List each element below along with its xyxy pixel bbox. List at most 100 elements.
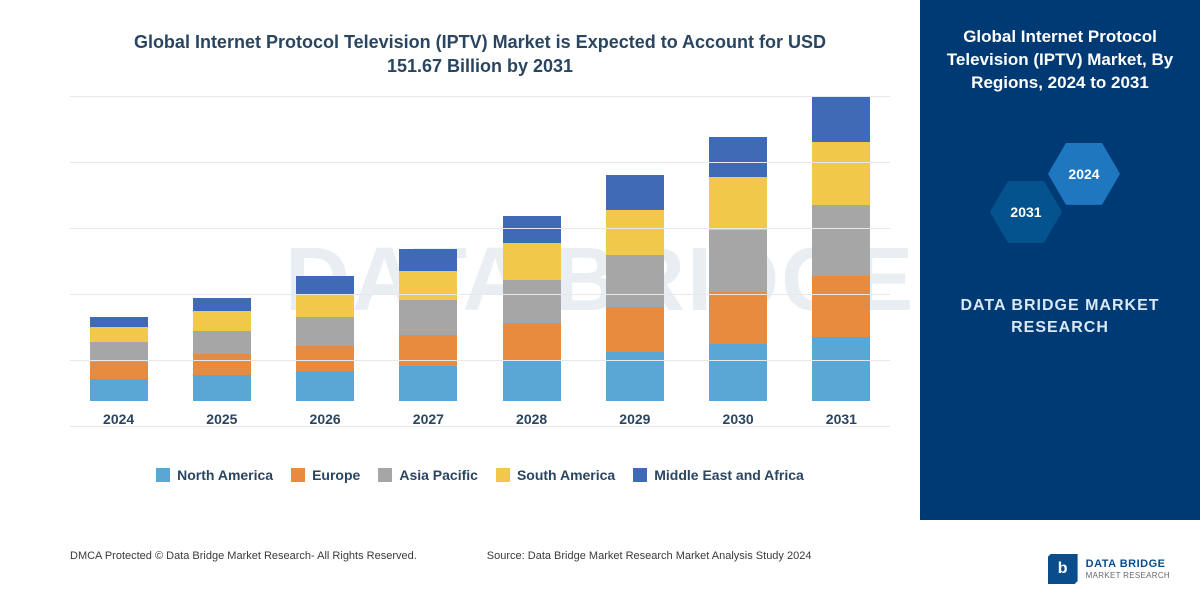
bar-segment — [399, 249, 457, 270]
bar-stack — [709, 137, 767, 401]
legend-item: South America — [496, 467, 615, 483]
bar-stack — [296, 276, 354, 400]
bar-segment — [709, 137, 767, 178]
bar-column: 2031 — [803, 97, 880, 427]
bar-segment — [503, 360, 561, 401]
bar-segment — [812, 276, 870, 336]
bar-segment — [296, 371, 354, 400]
bar-column: 2028 — [493, 97, 570, 427]
legend-swatch — [496, 468, 510, 482]
brand-logo-text: DATA BRIDGE MARKET RESEARCH — [1086, 558, 1170, 579]
legend-swatch — [291, 468, 305, 482]
chart-title: Global Internet Protocol Television (IPT… — [50, 30, 910, 79]
bar-segment — [193, 331, 251, 354]
footer-dmca: DMCA Protected © Data Bridge Market Rese… — [70, 550, 417, 562]
bar-segment — [399, 366, 457, 401]
bar-segment — [193, 311, 251, 330]
x-axis-label: 2031 — [826, 411, 857, 427]
bar-segment — [399, 300, 457, 335]
hex-year-back: 2031 — [990, 181, 1062, 243]
bar-segment — [90, 327, 148, 343]
bar-segment — [399, 271, 457, 300]
legend-label: Asia Pacific — [399, 467, 478, 483]
sidebar-brand: DATA BRIDGE MARKET RESEARCH — [938, 295, 1182, 340]
chart-legend: North America Europe Asia Pacific South Ame… — [50, 467, 910, 483]
page-root: DATA BRIDGE Global Internet Protocol Tel… — [0, 0, 1200, 600]
bar-segment — [709, 230, 767, 292]
x-axis-label: 2024 — [103, 411, 134, 427]
bar-segment — [709, 292, 767, 344]
bar-segment — [503, 216, 561, 243]
bar-segment — [606, 352, 664, 401]
brand-logo-mark: b — [1048, 554, 1078, 584]
bar-segment — [812, 96, 870, 143]
sidebar-panel: Global Internet Protocol Television (IPT… — [920, 0, 1200, 520]
bar-segment — [193, 375, 251, 400]
bar-segment — [90, 317, 148, 327]
footer-bar: DMCA Protected © Data Bridge Market Rese… — [0, 530, 1200, 600]
brand-logo-name: DATA BRIDGE — [1086, 558, 1170, 570]
legend-item: Europe — [291, 467, 360, 483]
bar-segment — [193, 298, 251, 312]
x-axis-label: 2027 — [413, 411, 444, 427]
footer-source: Source: Data Bridge Market Research Mark… — [487, 550, 812, 562]
hex-year-front: 2024 — [1048, 143, 1120, 205]
bar-stack — [812, 96, 870, 401]
bar-column: 2024 — [80, 97, 157, 427]
bar-segment — [90, 342, 148, 361]
legend-label: North America — [177, 467, 273, 483]
x-axis-label: 2026 — [310, 411, 341, 427]
legend-item: North America — [156, 467, 273, 483]
bar-stack — [399, 249, 457, 400]
x-axis-label: 2028 — [516, 411, 547, 427]
legend-label: Middle East and Africa — [654, 467, 804, 483]
bar-stack — [90, 317, 148, 400]
legend-swatch — [378, 468, 392, 482]
bar-plot: 2024 2025 2026 2027 2028 2029 2030 2031 — [70, 97, 890, 457]
bar-segment — [399, 335, 457, 366]
bar-segment — [296, 276, 354, 293]
bar-segment — [503, 280, 561, 323]
legend-label: South America — [517, 467, 615, 483]
sidebar-brand-line1: DATA BRIDGE MARKET — [960, 297, 1159, 314]
bar-stack — [606, 175, 664, 400]
bar-stack — [193, 298, 251, 401]
hex-badges: 2031 2024 — [980, 125, 1140, 265]
bar-column: 2029 — [596, 97, 673, 427]
bar-segment — [90, 362, 148, 379]
bar-column: 2027 — [390, 97, 467, 427]
bar-segment — [709, 177, 767, 229]
legend-label: Europe — [312, 467, 360, 483]
bar-column: 2026 — [287, 97, 364, 427]
sidebar-brand-line2: RESEARCH — [1011, 319, 1109, 336]
bar-segment — [606, 175, 664, 210]
bar-segment — [812, 142, 870, 204]
bar-segment — [296, 346, 354, 371]
bar-segment — [812, 337, 870, 401]
brand-logo-sub: MARKET RESEARCH — [1086, 571, 1170, 580]
legend-item: Middle East and Africa — [633, 467, 804, 483]
bar-segment — [709, 344, 767, 400]
bar-segment — [606, 307, 664, 352]
bar-segment — [606, 210, 664, 255]
bar-segment — [606, 255, 664, 307]
sidebar-title: Global Internet Protocol Television (IPT… — [938, 26, 1182, 95]
bar-segment — [193, 354, 251, 375]
x-axis-label: 2029 — [619, 411, 650, 427]
legend-item: Asia Pacific — [378, 467, 478, 483]
legend-swatch — [156, 468, 170, 482]
x-axis-label: 2025 — [206, 411, 237, 427]
bar-segment — [503, 243, 561, 280]
bar-segment — [296, 317, 354, 346]
bar-segment — [812, 205, 870, 277]
bar-segment — [503, 323, 561, 360]
bar-column: 2025 — [183, 97, 260, 427]
legend-swatch — [633, 468, 647, 482]
x-axis-label: 2030 — [723, 411, 754, 427]
bar-column: 2030 — [700, 97, 777, 427]
brand-logo: b DATA BRIDGE MARKET RESEARCH — [1048, 554, 1170, 584]
bar-stack — [503, 216, 561, 400]
bar-segment — [90, 379, 148, 400]
bar-segment — [296, 294, 354, 317]
chart-panel: Global Internet Protocol Television (IPT… — [0, 0, 920, 520]
